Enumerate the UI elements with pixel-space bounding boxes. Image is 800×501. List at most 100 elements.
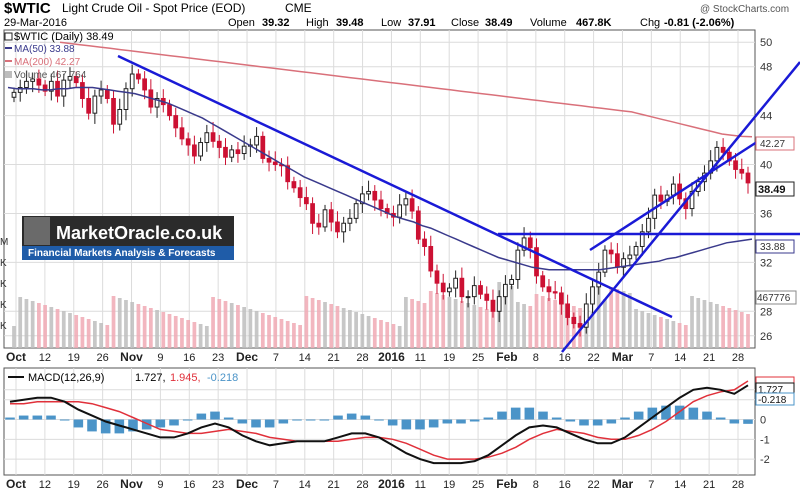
volume-bar: [721, 306, 725, 348]
volume-bar: [192, 322, 197, 348]
macd-hist-bar: [415, 419, 425, 430]
low-value: 37.91: [408, 17, 436, 29]
macd-hist-bar: [606, 419, 617, 424]
macd-hist-bar: [469, 419, 480, 422]
x-tick-label: 2016: [378, 350, 405, 364]
volume-bar: [155, 310, 159, 348]
x-tick-label: 9: [157, 352, 163, 364]
channel-upper-line: [589, 138, 761, 252]
candle-body: [353, 203, 359, 219]
macd-hist-bar: [647, 407, 658, 420]
macd-hist-bar: [374, 419, 384, 421]
x-tick-label: 28: [732, 352, 744, 364]
volume-bar: [136, 304, 141, 348]
x-tick-label: Oct: [6, 477, 26, 491]
volume-bar: [590, 312, 595, 348]
volume-bar: [690, 296, 694, 348]
macd-legend-macd: 1.727,: [135, 372, 166, 384]
volume-bar: [18, 297, 23, 348]
close-value: 38.49: [485, 17, 513, 29]
candle-body: [372, 190, 378, 201]
quote-date: 29-Mar-2016: [4, 17, 67, 29]
candle-body: [241, 145, 247, 155]
volume-bar: [61, 311, 66, 348]
volume-bar: [484, 309, 489, 348]
candle-body: [403, 198, 409, 206]
macd-hist-bar: [319, 419, 330, 421]
volume-bar: [659, 317, 663, 348]
macd-hist-bar: [715, 417, 726, 420]
candle-body: [409, 198, 415, 212]
price-tick-label: 44: [760, 111, 772, 123]
volume-bar: [111, 296, 116, 348]
volume-bar: [186, 320, 191, 348]
volume-bar: [652, 315, 657, 348]
candle-body: [552, 291, 558, 294]
candle-body: [366, 190, 371, 195]
left-letter: K: [0, 279, 7, 290]
volume-bar: [80, 317, 85, 348]
volume-badge: [755, 290, 797, 305]
volume-bar: [733, 310, 738, 348]
candle-body: [198, 142, 203, 157]
macd-hist-bar: [32, 415, 43, 420]
volume-bar: [478, 307, 483, 348]
macd-hist-bar: [483, 417, 494, 420]
chg-label: Chg: [640, 17, 660, 29]
volume-bar: [267, 315, 271, 348]
candle-body: [559, 292, 564, 305]
macd-hist-bar: [346, 413, 357, 420]
candle-body: [185, 138, 191, 146]
volume-bar: [435, 293, 439, 348]
x-tick-label: 16: [559, 479, 571, 491]
volume-bar: [217, 299, 222, 348]
candle-body: [136, 73, 141, 80]
volume-bar: [329, 304, 334, 348]
macd-hist-bar: [688, 407, 699, 420]
x-tick-label: 25: [472, 352, 484, 364]
macd-hist-bar: [333, 415, 343, 420]
volume-bar: [117, 298, 122, 348]
volume-bar: [292, 323, 296, 348]
hist-badge: [755, 392, 795, 406]
candle-body: [434, 270, 440, 284]
volume-bar: [366, 316, 371, 348]
candle-body: [229, 149, 235, 158]
macd-hist-bar: [73, 419, 84, 428]
volume-bar: [223, 301, 228, 348]
macd-hist-bar: [59, 419, 70, 421]
candle-body: [117, 109, 123, 125]
volume-bar: [385, 322, 390, 348]
candle-body: [459, 277, 465, 298]
instrument-name: Light Crude Oil - Spot Price (EOD): [62, 1, 245, 15]
high-label: High: [306, 17, 329, 29]
candle-body: [440, 282, 446, 293]
volume-bar: [323, 302, 327, 348]
candle-body: [347, 217, 353, 224]
legend-price: $WTIC (Daily) 38.49: [14, 31, 114, 43]
x-tick-label: Feb: [496, 477, 517, 491]
x-tick-label: 11: [415, 479, 426, 491]
high-value: 39.48: [336, 17, 364, 29]
volume-bar: [43, 305, 47, 348]
candle-body: [216, 140, 222, 148]
watermark: @ StockCharts.com: [700, 4, 789, 15]
volume-bar: [472, 305, 477, 348]
candle-body: [285, 165, 291, 183]
volume-bar: [565, 304, 570, 348]
volume-bar: [92, 321, 97, 348]
price-legend-swatch: [4, 32, 13, 41]
volume-bar: [49, 307, 54, 348]
price-legend: $WTIC (Daily) 38.49 MA(50) 33.88 MA(200)…: [4, 31, 114, 81]
ma50-badge: [755, 239, 795, 254]
macd-hist-bar: [729, 419, 740, 424]
volume-bar: [397, 326, 402, 348]
candle-body: [223, 146, 228, 158]
volume-bar: [615, 289, 620, 348]
x-tick-label: 12: [39, 352, 51, 364]
volume-bar: [534, 294, 539, 348]
volume-label: Volume: [530, 17, 567, 29]
volume-bar: [466, 303, 470, 348]
candle-body: [266, 157, 272, 163]
candle-body: [111, 97, 116, 125]
